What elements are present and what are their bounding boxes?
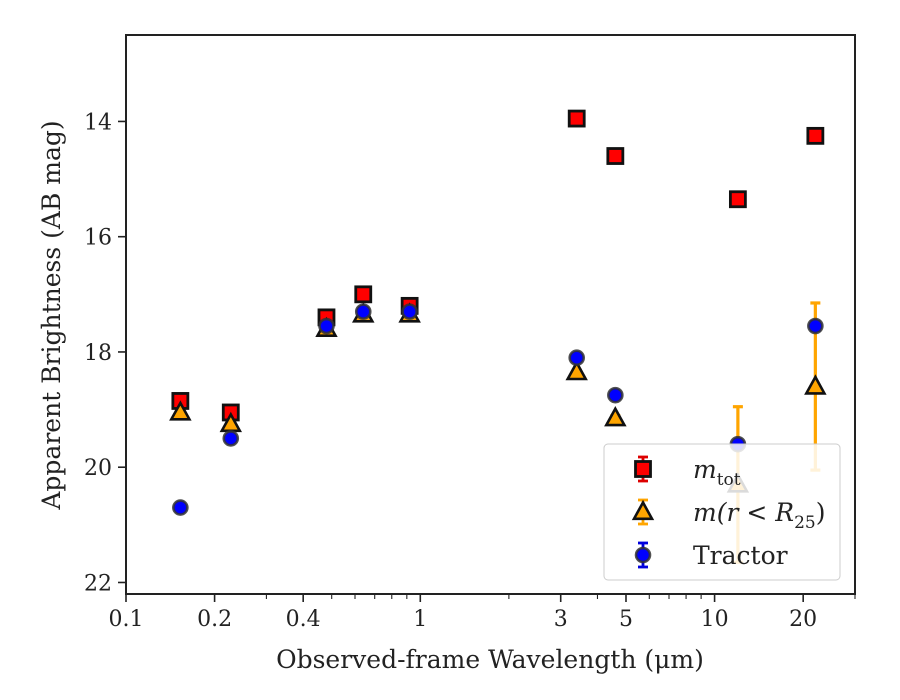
- legend: mtot m(r < R25) Tractor: [603, 443, 841, 581]
- legend-mr25-label: m(r < R25): [693, 498, 825, 533]
- legend-label-main: m: [693, 455, 717, 484]
- y-tick-label: 16: [84, 226, 112, 251]
- tractor-point: [807, 317, 824, 335]
- legend-label-tail: ): [816, 498, 826, 527]
- legend-label-subscript: tot: [717, 470, 741, 490]
- legend-tractor-label: Tractor: [693, 541, 788, 570]
- mtot-point: [567, 109, 586, 128]
- tick-layer: 0.1 0.2 0.4 1 3 5 10 20 14 16 18 20 22: [84, 110, 856, 632]
- x-tick-label: 0.4: [286, 607, 321, 632]
- legend-mtot-label: mtot: [693, 455, 741, 490]
- x-tick-label: 20: [789, 607, 817, 632]
- legend-label-main: Tractor: [693, 541, 788, 570]
- y-axis-label: Apparent Brightness (AB mag): [37, 120, 66, 510]
- x-tick-label: 0.2: [197, 607, 232, 632]
- mtot-point: [354, 285, 373, 304]
- legend-tractor-marker: [634, 546, 652, 564]
- tractor-point: [318, 317, 335, 335]
- tractor-point: [222, 430, 240, 447]
- tractor-point: [172, 499, 189, 516]
- legend-mr25-marker: [631, 499, 655, 521]
- x-tick-label: 1: [413, 607, 427, 632]
- y-tick-label: 20: [84, 456, 112, 481]
- marker-layer: [169, 109, 827, 516]
- y-tick-label: 22: [84, 571, 112, 596]
- mtot-point: [728, 190, 747, 209]
- mtot-point: [806, 126, 825, 145]
- x-tick-label: 3: [554, 607, 568, 632]
- mtot-point: [606, 147, 625, 165]
- y-tick-label: 18: [84, 341, 112, 366]
- legend-label-main: m(r < R: [693, 498, 794, 527]
- legend-mtot-marker: [634, 460, 652, 478]
- tractor-point: [568, 349, 586, 367]
- plot-frame: [125, 34, 856, 595]
- y-tick-label: 14: [84, 110, 112, 135]
- x-axis-label: Observed-frame Wavelength (μm): [276, 645, 704, 674]
- x-tick-label: 5: [619, 607, 633, 632]
- x-tick-label: 10: [701, 607, 729, 632]
- legend-box: [603, 443, 841, 581]
- tractor-point: [607, 386, 624, 404]
- legend-label-subscript: 25: [794, 513, 816, 533]
- tractor-point: [354, 303, 372, 320]
- x-tick-label: 0.1: [109, 607, 144, 632]
- mr25-point: [604, 406, 627, 427]
- mr25-point: [565, 359, 588, 381]
- tractor-point: [401, 303, 418, 320]
- mr25-point: [169, 400, 192, 421]
- mr25-point: [804, 374, 827, 395]
